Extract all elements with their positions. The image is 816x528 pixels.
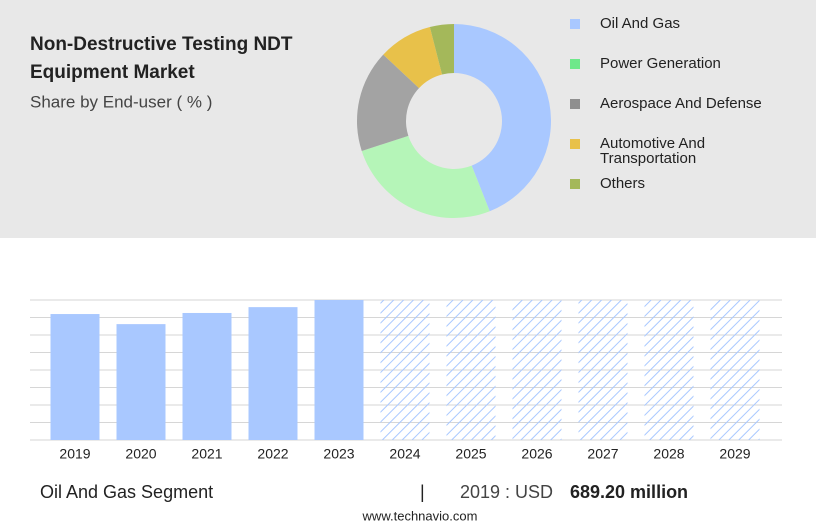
legend-label: Automotive And — [600, 135, 705, 152]
title-line: Non-Destructive Testing NDT — [30, 34, 293, 55]
forecast-placeholder — [578, 300, 628, 440]
x-tick-label: 2028 — [653, 446, 684, 462]
bar — [116, 324, 166, 440]
legend-label: Transportation — [600, 150, 696, 167]
donut-slice — [454, 24, 551, 212]
forecast-placeholder — [380, 300, 430, 440]
x-tick-label: 2026 — [521, 446, 552, 462]
legend-swatch — [570, 139, 580, 149]
x-tick-label: 2027 — [587, 446, 618, 462]
legend-label: Power Generation — [600, 55, 721, 72]
separator: | — [420, 482, 425, 502]
footer-year: 2019 : USD — [460, 482, 553, 502]
legend-label: Oil And Gas — [600, 15, 680, 32]
bar — [50, 314, 100, 440]
x-tick-label: 2024 — [389, 446, 420, 462]
x-tick-label: 2020 — [125, 446, 156, 462]
legend-swatch — [570, 19, 580, 29]
x-tick-label: 2019 — [59, 446, 90, 462]
x-tick-label: 2022 — [257, 446, 288, 462]
bar — [248, 307, 298, 440]
x-tick-label: 2023 — [323, 446, 354, 462]
donut-slice — [429, 24, 454, 75]
x-tick-label: 2025 — [455, 446, 486, 462]
bar — [314, 300, 364, 440]
x-tick-label: 2021 — [191, 446, 222, 462]
forecast-placeholder — [446, 300, 496, 440]
forecast-placeholder — [512, 300, 562, 440]
title-line: Equipment Market — [30, 62, 195, 83]
x-tick-label: 2029 — [719, 446, 750, 462]
forecast-placeholder — [710, 300, 760, 440]
legend-label: Others — [600, 175, 645, 192]
source: www.technavio.com — [362, 508, 478, 523]
legend-swatch — [570, 99, 580, 109]
bar — [182, 312, 232, 440]
forecast-placeholder — [644, 300, 694, 440]
segment-label: Oil And Gas Segment — [40, 482, 213, 502]
footer-value: 689.20 million — [570, 482, 688, 502]
subtitle: Share by End-user ( % ) — [30, 92, 212, 111]
donut-slice — [383, 27, 443, 89]
donut-slice — [361, 135, 490, 218]
legend-label: Aerospace And Defense — [600, 95, 762, 112]
legend-swatch — [570, 179, 580, 189]
donut-slice — [357, 54, 420, 151]
legend-swatch — [570, 59, 580, 69]
